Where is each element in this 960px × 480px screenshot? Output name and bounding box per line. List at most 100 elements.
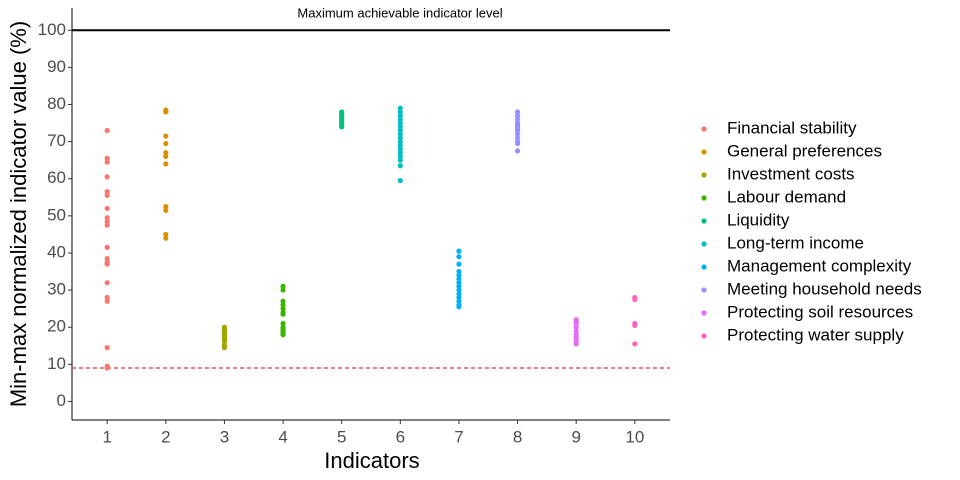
legend-label: Investment costs xyxy=(727,164,855,183)
point xyxy=(104,280,110,286)
legend-label: Protecting soil resources xyxy=(727,302,913,321)
point xyxy=(397,146,403,152)
legend-key xyxy=(701,310,707,316)
legend-key xyxy=(701,172,707,178)
y-tick-label: 10 xyxy=(47,354,66,373)
point xyxy=(104,345,110,351)
point xyxy=(397,120,403,126)
point xyxy=(104,365,110,371)
legend-label: Labour demand xyxy=(727,187,846,206)
legend-key xyxy=(701,218,707,224)
y-tick-label: 30 xyxy=(47,280,66,299)
point xyxy=(397,113,403,119)
point xyxy=(397,142,403,148)
point xyxy=(163,140,169,147)
point xyxy=(397,116,403,122)
legend-key xyxy=(701,287,707,293)
point xyxy=(456,268,462,275)
point xyxy=(632,341,638,347)
y-tick-label: 70 xyxy=(47,131,66,150)
point xyxy=(104,298,110,304)
point xyxy=(163,133,169,139)
point xyxy=(339,124,345,130)
point xyxy=(514,113,521,119)
y-tick-label: 0 xyxy=(57,391,66,410)
y-tick-label: 100 xyxy=(38,20,66,39)
y-tick-label: 40 xyxy=(47,242,66,261)
point xyxy=(397,105,403,111)
point xyxy=(397,139,403,145)
point xyxy=(104,174,110,180)
point xyxy=(163,150,169,156)
point xyxy=(104,222,110,228)
point xyxy=(397,127,403,134)
x-tick-label: 8 xyxy=(513,427,522,446)
point xyxy=(456,304,462,310)
legend-label: Financial stability xyxy=(727,118,857,137)
y-tick-label: 90 xyxy=(47,57,66,76)
point xyxy=(163,109,169,115)
point xyxy=(104,127,110,134)
point xyxy=(163,203,169,210)
point xyxy=(456,287,462,293)
point xyxy=(456,280,462,286)
y-tick-label: 80 xyxy=(47,94,66,113)
point xyxy=(456,298,462,304)
point xyxy=(573,320,579,327)
point xyxy=(573,341,579,347)
legend-label: Management complexity xyxy=(727,256,912,275)
point xyxy=(397,109,403,115)
point xyxy=(514,116,521,122)
point xyxy=(456,261,462,267)
point xyxy=(397,153,403,160)
point xyxy=(514,127,521,134)
legend-key xyxy=(701,241,707,247)
point xyxy=(104,218,110,225)
point xyxy=(514,140,521,147)
point xyxy=(514,148,521,154)
x-axis-title: Indicators xyxy=(324,448,419,473)
point xyxy=(514,135,521,141)
legend-label: Protecting water supply xyxy=(727,325,904,344)
point xyxy=(514,131,521,137)
legend-label: Long-term income xyxy=(727,233,864,252)
x-tick-label: 7 xyxy=(454,427,463,446)
x-tick-label: 4 xyxy=(278,427,287,446)
point xyxy=(456,294,462,301)
point xyxy=(632,322,638,328)
point xyxy=(456,291,462,297)
x-tick-label: 2 xyxy=(161,427,170,446)
point xyxy=(104,215,110,221)
point xyxy=(280,320,286,327)
point xyxy=(632,296,638,302)
x-tick-label: 9 xyxy=(571,427,580,446)
point xyxy=(104,261,110,267)
point xyxy=(456,283,462,289)
legend-label: Meeting household needs xyxy=(727,279,922,298)
legend-key xyxy=(701,333,707,339)
point xyxy=(280,311,286,317)
legend-label: Liquidity xyxy=(727,210,790,229)
point xyxy=(221,345,228,351)
point xyxy=(221,339,228,345)
x-tick-label: 1 xyxy=(102,427,111,446)
legend-label: General preferences xyxy=(727,141,882,160)
legend-key xyxy=(701,149,707,155)
y-tick-label: 20 xyxy=(47,317,66,336)
point xyxy=(397,124,403,130)
point xyxy=(104,189,110,195)
y-tick-label: 60 xyxy=(47,168,66,187)
x-tick-label: 5 xyxy=(337,427,346,446)
point xyxy=(280,302,286,308)
point xyxy=(397,131,403,137)
point xyxy=(163,235,169,241)
point xyxy=(163,231,169,238)
legend-key xyxy=(701,126,707,132)
point xyxy=(163,161,169,167)
point xyxy=(456,248,462,254)
x-tick-label: 10 xyxy=(625,427,644,446)
point xyxy=(397,157,403,163)
point xyxy=(104,205,110,212)
point xyxy=(104,294,110,301)
